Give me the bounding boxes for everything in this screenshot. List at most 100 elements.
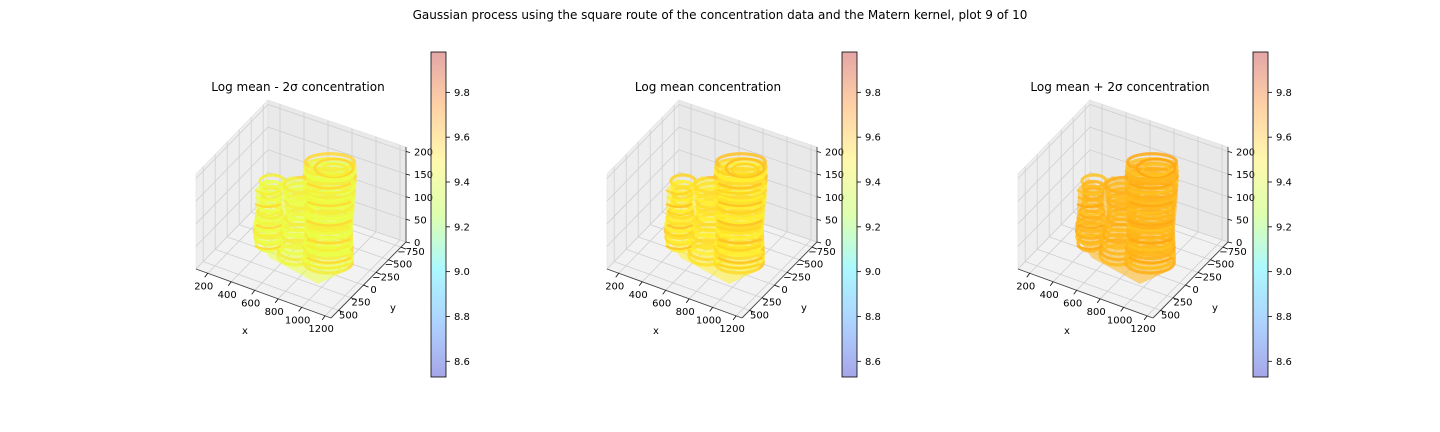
plume-front-stroke xyxy=(306,182,352,190)
x-tick-label: 400 xyxy=(629,290,648,301)
subplot-mean-svg: 200400600800100012005002500−250−500−7500… xyxy=(605,51,881,378)
plume-front-stroke xyxy=(1129,250,1175,257)
subplot-title: Log mean + 2σ concentration xyxy=(1030,80,1210,94)
x-tick xyxy=(1073,290,1078,295)
plume-front-stroke xyxy=(717,219,763,227)
x-tick-label: 800 xyxy=(1087,307,1106,318)
x-tick-label: 400 xyxy=(1040,290,1059,301)
subplot-mean: Log mean concentration 200 400 600 800 1000 1… xyxy=(411,0,891,432)
x-tick xyxy=(204,273,209,278)
y-tick-label: 0 xyxy=(781,285,787,296)
y-tick-label: −750 xyxy=(397,247,424,258)
z-gridline xyxy=(1017,126,1229,202)
z-tick-label: 100 xyxy=(414,193,433,204)
colorbar-tick-label: 9.4 xyxy=(454,178,470,189)
z-tick xyxy=(816,151,822,153)
plume-front-stroke xyxy=(1076,231,1104,238)
z-tick-label: 200 xyxy=(414,148,433,159)
plume-front-stroke xyxy=(307,213,353,220)
x-tick-label: 600 xyxy=(241,298,260,309)
plume-front-stroke xyxy=(1129,213,1175,220)
plume-front-stroke xyxy=(717,256,763,264)
y-tick-label: −500 xyxy=(796,260,823,271)
y-tick xyxy=(375,272,382,275)
y-tick xyxy=(1172,297,1179,301)
y-axis-label: y xyxy=(1212,303,1218,314)
plume-front-stroke xyxy=(1077,196,1105,202)
plume-front-stroke xyxy=(255,210,283,217)
y-tick xyxy=(761,297,768,301)
plume-front-stroke xyxy=(718,176,764,183)
z-gridline xyxy=(195,149,407,225)
x-axis-label: x xyxy=(653,326,659,337)
plume-front-stroke xyxy=(307,250,353,257)
x-axis-line xyxy=(606,268,743,319)
z-gridline xyxy=(1017,171,1229,247)
plume-front-stroke xyxy=(1128,200,1174,208)
z-tick xyxy=(405,196,411,199)
plume-front-stroke xyxy=(307,176,353,183)
z-tick-label: 50 xyxy=(1236,215,1249,226)
plume-front-stroke xyxy=(717,200,763,208)
colorbar-tick-label: 9.4 xyxy=(1276,178,1292,189)
y-tick xyxy=(350,297,357,301)
colorbar-tick-label: 8.8 xyxy=(1276,312,1292,323)
z-gridline xyxy=(606,149,818,225)
z-tick xyxy=(816,196,822,199)
y-tick-label: 250 xyxy=(351,298,370,309)
z-tick-label: 100 xyxy=(825,193,844,204)
plume-front-stroke xyxy=(665,231,693,238)
colorbar-tick-label: 9.4 xyxy=(865,178,881,189)
colorbar-tick-label: 8.6 xyxy=(454,357,470,368)
x-gridline xyxy=(1146,239,1223,317)
plume-front-stroke xyxy=(1077,223,1105,230)
x-tick xyxy=(274,298,279,304)
plume-front-stroke xyxy=(717,182,763,190)
z-tick-label: 150 xyxy=(825,170,844,181)
plume-front-stroke xyxy=(1077,238,1105,244)
y-gridline xyxy=(1025,261,1161,311)
z-tick-label: 100 xyxy=(1236,193,1255,204)
y-tick xyxy=(1185,284,1191,288)
plume-front-stroke xyxy=(666,223,694,230)
y-tick xyxy=(400,246,407,250)
plume-front-stroke xyxy=(716,225,762,232)
y-tick xyxy=(338,310,344,313)
x-tick xyxy=(1143,315,1148,321)
plume-front-stroke xyxy=(1127,262,1173,270)
y-tick-label: 0 xyxy=(1192,285,1198,296)
plume-front-stroke xyxy=(305,262,351,270)
x-axis-label: x xyxy=(1064,326,1070,337)
z-tick-label: 150 xyxy=(414,170,433,181)
y-tick xyxy=(1197,272,1204,275)
z-tick xyxy=(405,151,411,153)
colorbar-tick-label: 9.0 xyxy=(454,267,470,278)
x-tick xyxy=(685,298,690,304)
x-tick-label: 1000 xyxy=(285,315,310,326)
plume-front-stroke xyxy=(666,238,694,244)
colorbar-tick-label: 8.6 xyxy=(1276,357,1292,368)
colorbar-tick-label: 9.0 xyxy=(865,267,881,278)
z-tick-label: 0 xyxy=(825,238,831,249)
colorbar-tick-label: 9.2 xyxy=(865,222,881,233)
x-tick xyxy=(298,307,302,312)
plume-front-stroke xyxy=(255,196,283,202)
y-tick-label: 250 xyxy=(1173,298,1192,309)
x-axis-label: x xyxy=(242,326,248,337)
z-tick-label: 200 xyxy=(825,148,844,159)
plume-front-stroke xyxy=(255,238,283,244)
z-tick-label: 0 xyxy=(1236,238,1242,249)
plume-front-stroke xyxy=(254,231,282,238)
x-tick-label: 1000 xyxy=(1107,315,1132,326)
plume-front-stroke xyxy=(718,231,764,240)
x-tick xyxy=(321,315,326,321)
y-tick xyxy=(799,259,805,263)
x-tick-label: 600 xyxy=(1063,298,1082,309)
y-tick-label: −250 xyxy=(1194,272,1221,283)
z-tick-label: 0 xyxy=(414,238,420,249)
x-tick xyxy=(732,315,737,321)
x-tick-label: 600 xyxy=(652,298,671,309)
y-axis-line xyxy=(741,241,818,319)
colorbar-tick-label: 9.2 xyxy=(454,222,470,233)
plume-front-stroke xyxy=(1127,244,1173,252)
